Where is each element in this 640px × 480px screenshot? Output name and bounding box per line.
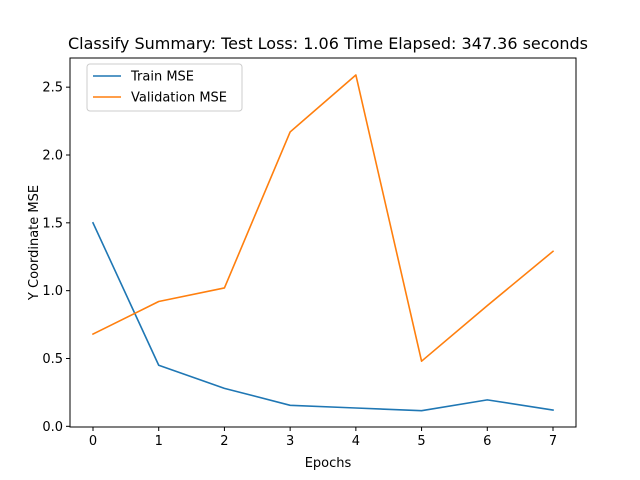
x-axis-label: Epochs <box>305 456 352 471</box>
x-axis: 0 1 2 3 4 5 6 7 <box>89 427 557 449</box>
series-line-train-mse <box>91 221 554 412</box>
series-layer <box>91 74 555 412</box>
legend: Train MSE Validation MSE <box>86 63 243 112</box>
y-tick-label: 0.5 <box>42 352 63 367</box>
legend-label-validation-mse: Validation MSE <box>131 91 227 106</box>
x-tick-label: 5 <box>417 434 425 449</box>
y-tick-label: 2.0 <box>42 148 63 163</box>
x-tick-label: 2 <box>220 434 228 449</box>
y-axis-label: Y Coordinate MSE <box>27 185 42 301</box>
x-tick-label: 0 <box>89 434 97 449</box>
x-tick-label: 6 <box>483 434 491 449</box>
series-line-validation-mse <box>91 74 555 363</box>
x-tick-label: 1 <box>155 434 163 449</box>
y-tick-label: 1.5 <box>42 216 63 231</box>
y-axis: 0.0 0.5 1.0 1.5 2.0 2.5 <box>42 81 70 435</box>
legend-label-train-mse: Train MSE <box>130 70 194 85</box>
y-tick-label: 2.5 <box>42 81 63 96</box>
x-tick-label: 7 <box>549 434 557 449</box>
x-tick-label: 3 <box>286 434 294 449</box>
y-tick-label: 0.0 <box>42 420 63 435</box>
axes-frame <box>69 57 577 428</box>
y-tick-label: 1.0 <box>42 284 63 299</box>
plot-area <box>69 57 577 428</box>
legend-box <box>86 63 243 112</box>
x-tick-label: 4 <box>352 434 360 449</box>
plot-background <box>70 58 576 427</box>
chart-title: Classify Summary: Test Loss: 1.06 Time E… <box>68 34 588 53</box>
